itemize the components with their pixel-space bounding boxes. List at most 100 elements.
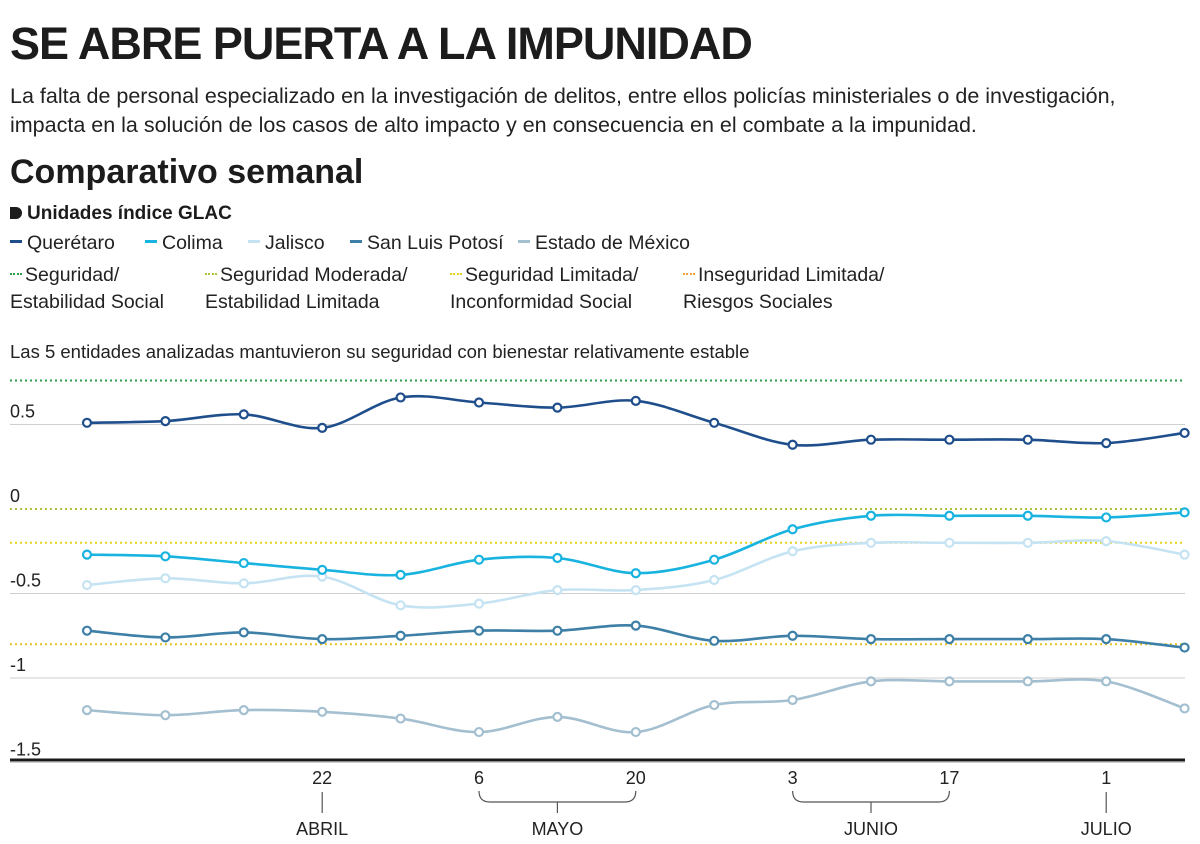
month-bracket <box>478 790 637 803</box>
month-label: JULIO <box>1081 819 1132 839</box>
zone-legend-seguridad: Seguridad/ Estabilidad Social <box>10 262 164 316</box>
data-point-san-luis-potosi <box>865 634 877 645</box>
data-point-estado-de-mexico <box>552 711 563 722</box>
legend-item-jalisco: Jalisco <box>248 232 325 255</box>
data-point-jalisco <box>238 578 249 589</box>
data-point-san-luis-potosi <box>1022 634 1033 645</box>
data-point-queretaro <box>160 416 171 427</box>
data-point-jalisco <box>1101 536 1112 547</box>
data-point-estado-de-mexico <box>317 706 328 717</box>
x-tick-label: 6 <box>474 768 484 788</box>
data-point-estado-de-mexico <box>630 726 641 738</box>
data-point-jalisco <box>552 585 563 596</box>
data-point-san-luis-potosi <box>81 625 93 636</box>
data-point-colima <box>81 549 93 560</box>
y-tick-label: 0 <box>10 486 20 506</box>
series-line-estado-de-mexico <box>85 678 1186 734</box>
x-tick-label: 17 <box>939 768 959 788</box>
legend-item-colima: Colima <box>145 232 223 255</box>
x-tick-label: 20 <box>626 768 646 788</box>
data-point-jalisco <box>160 573 171 584</box>
data-point-san-luis-potosi <box>1101 634 1112 645</box>
zone-legend-seguridad-limitada: Seguridad Limitada/ Inconformidad Social <box>450 262 638 316</box>
data-point-san-luis-potosi <box>473 625 485 636</box>
month-label: JUNIO <box>844 819 898 839</box>
legend-label-queretaro: Querétaro <box>27 232 115 254</box>
data-point-san-luis-potosi <box>552 625 563 636</box>
data-point-jalisco <box>1179 549 1190 560</box>
data-point-jalisco <box>630 585 641 596</box>
y-tick-label: -1 <box>10 655 26 675</box>
data-point-san-luis-potosi <box>395 630 406 641</box>
zone-label-line2: Estabilidad Limitada <box>205 291 380 313</box>
data-point-san-luis-potosi <box>160 632 171 643</box>
month-label: ABRIL <box>296 819 348 839</box>
data-point-san-luis-potosi <box>317 634 328 645</box>
units-label: Unidades índice GLAC <box>10 203 232 225</box>
data-point-queretaro <box>395 392 406 403</box>
zone-marker-seguridad-limitada <box>450 273 462 275</box>
data-point-estado-de-mexico <box>709 699 720 711</box>
data-point-queretaro <box>81 417 93 428</box>
data-point-queretaro <box>1179 427 1190 439</box>
legend-item-queretaro: Querétaro <box>10 232 115 255</box>
data-point-jalisco <box>944 537 955 548</box>
data-point-jalisco <box>473 598 485 609</box>
data-point-estado-de-mexico <box>473 726 485 738</box>
data-point-san-luis-potosi <box>709 635 720 646</box>
y-tick-label: -0.5 <box>10 571 41 591</box>
zone-marker-seguridad <box>10 273 22 275</box>
data-point-colima <box>944 510 955 521</box>
data-point-jalisco <box>395 600 406 611</box>
zone-legend-seguridad-moderada: Seguridad Moderada/ Estabilidad Limitada <box>205 262 408 316</box>
zone-label-line2: Riesgos Sociales <box>683 291 833 313</box>
legend-label-estado-de-mexico: Estado de México <box>535 232 691 254</box>
data-point-colima <box>1179 507 1190 518</box>
legend-item-san-luis-potosi: San Luis Potosí <box>350 232 504 255</box>
month-bracket <box>792 790 950 803</box>
data-point-colima <box>709 554 720 565</box>
data-point-san-luis-potosi <box>787 630 798 641</box>
zone-legend-inseguridad-limitada: Inseguridad Limitada/ Riesgos Sociales <box>683 262 884 316</box>
data-point-queretaro <box>1022 434 1033 445</box>
y-tick-label: -1.5 <box>10 740 41 760</box>
data-point-colima <box>1101 512 1112 523</box>
data-point-colima <box>787 524 798 535</box>
y-tick-label: 0.5 <box>10 402 35 422</box>
data-point-queretaro <box>473 397 485 408</box>
data-point-queretaro <box>1101 437 1112 449</box>
legend-label-jalisco: Jalisco <box>265 232 325 254</box>
chart-note: Las 5 entidades analizadas mantuvieron s… <box>10 341 750 362</box>
legend-swatch-jalisco <box>248 240 260 243</box>
data-point-estado-de-mexico <box>238 705 249 716</box>
zone-label-line2: Inconformidad Social <box>450 291 633 313</box>
units-label-text: Unidades índice GLAC <box>27 203 232 224</box>
x-tick-label: 1 <box>1101 768 1111 788</box>
units-marker-icon <box>10 207 22 219</box>
data-point-jalisco <box>81 579 93 591</box>
page-subtitle: La falta de personal especializado en la… <box>10 84 1116 137</box>
data-point-estado-de-mexico <box>1022 676 1033 687</box>
data-point-colima <box>1022 510 1033 521</box>
legend-label-san-luis-potosi: San Luis Potosí <box>367 232 504 254</box>
zone-marker-inseguridad-limitada <box>683 273 695 275</box>
data-point-queretaro <box>630 395 641 406</box>
section-title: Comparativo semanal <box>10 153 364 191</box>
page-title: SE ABRE PUERTA A LA IMPUNIDAD <box>10 18 753 69</box>
data-point-colima <box>630 568 641 579</box>
data-point-queretaro <box>944 434 955 445</box>
legend-swatch-queretaro <box>10 240 22 243</box>
data-point-san-luis-potosi <box>238 627 249 638</box>
data-point-colima <box>160 551 171 562</box>
data-point-jalisco <box>709 574 720 586</box>
zone-label-line1: Seguridad Limitada/ <box>465 264 639 286</box>
data-point-queretaro <box>709 417 720 428</box>
data-point-queretaro <box>552 402 563 413</box>
data-point-san-luis-potosi <box>944 634 955 645</box>
zone-label-line1: Seguridad Moderada/ <box>220 264 408 286</box>
data-point-colima <box>317 564 328 575</box>
data-point-jalisco <box>1022 537 1033 548</box>
data-point-colima <box>473 554 485 565</box>
zone-label-line1: Inseguridad Limitada/ <box>698 264 885 286</box>
zone-label-line2: Estabilidad Social <box>10 291 164 313</box>
